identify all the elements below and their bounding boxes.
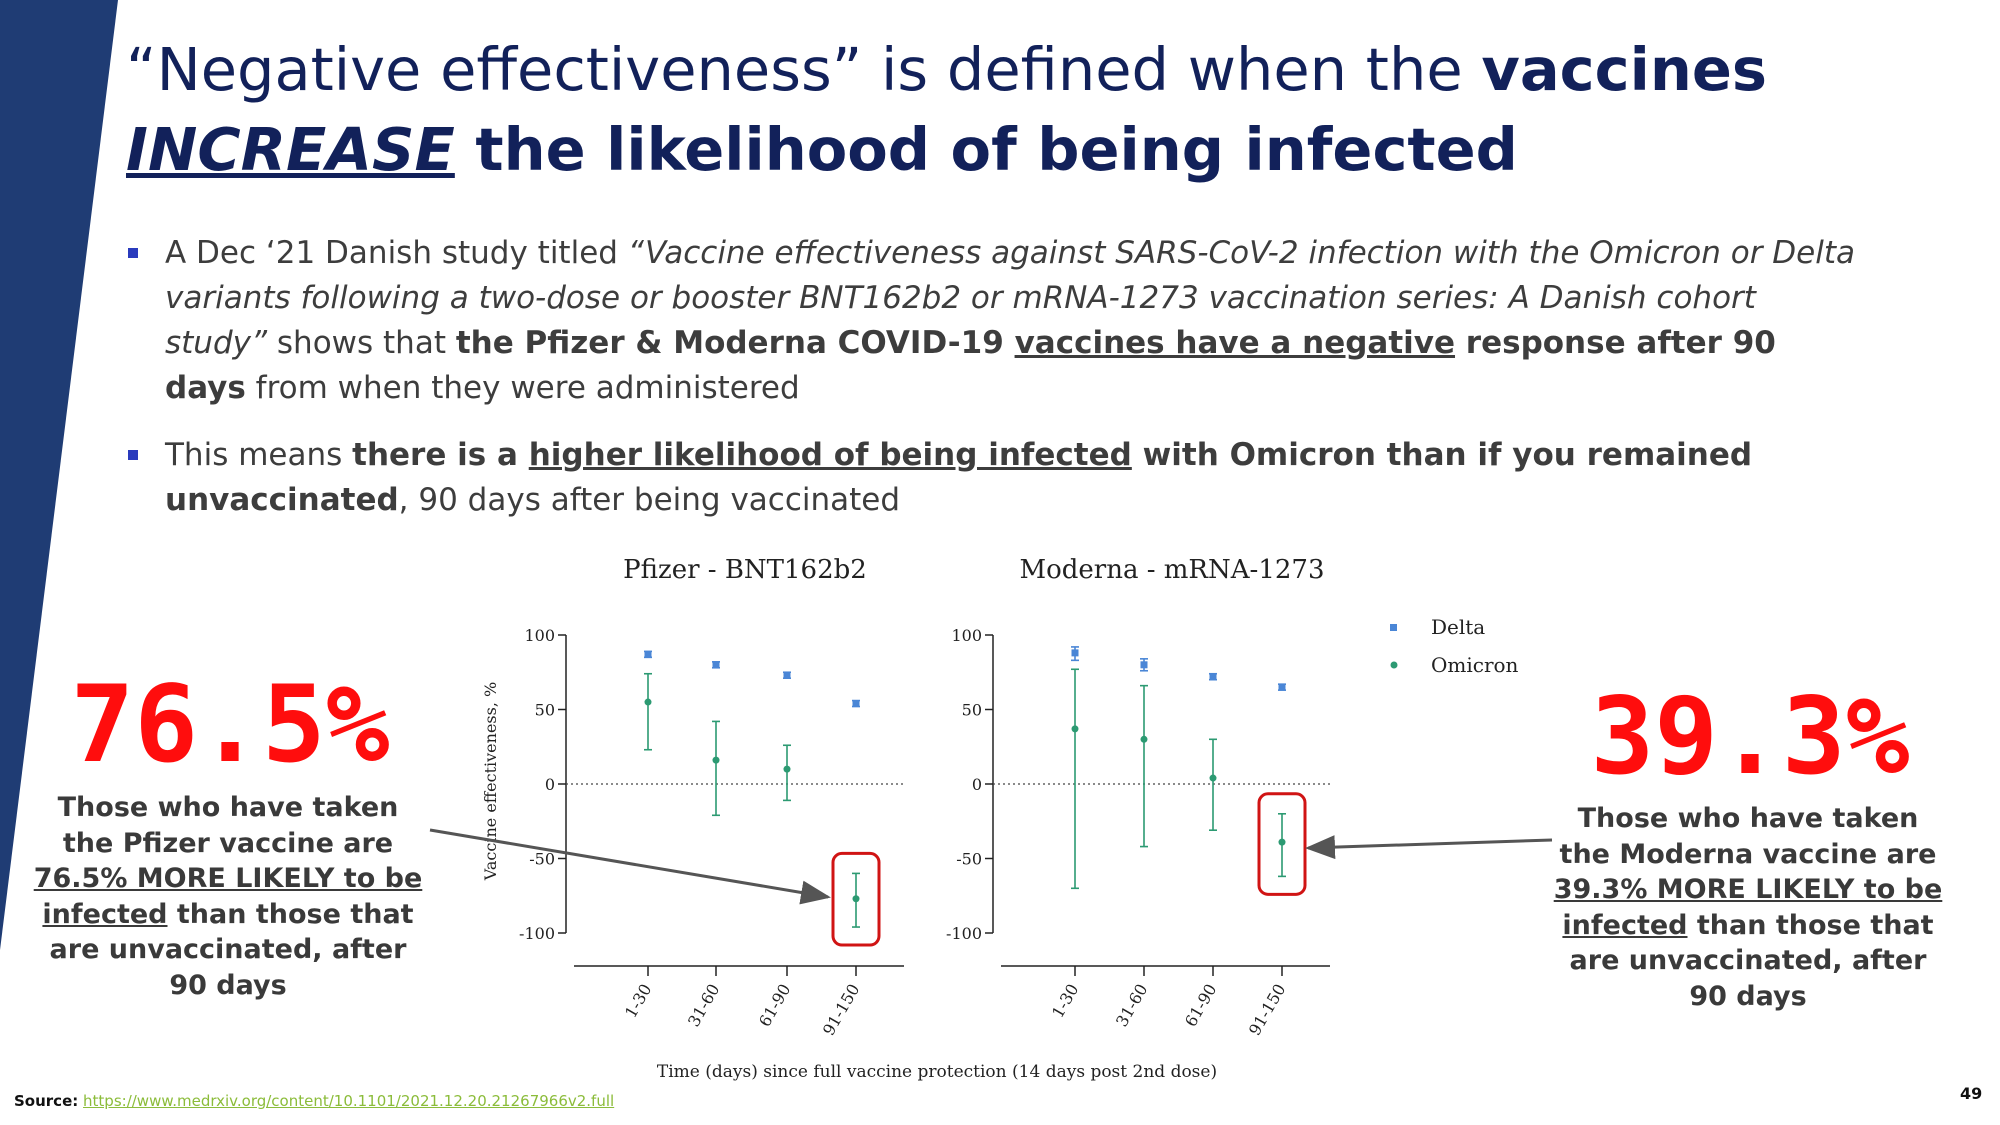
pfizer-stat-value: 76.5% (70, 663, 390, 786)
x-tick-label: 31-60 (1112, 981, 1152, 1030)
omicron-point (1278, 838, 1286, 846)
y-tick-label: 0 (545, 775, 555, 794)
legend-label-delta: Delta (1431, 615, 1485, 639)
y-tick-label: -50 (529, 850, 555, 869)
legend-marker-omicron (1390, 661, 1398, 669)
x-tick-label: 61-90 (755, 981, 795, 1030)
y-tick-label: 0 (972, 775, 982, 794)
slide-title: “Negative effectiveness” is defined when… (126, 35, 1767, 184)
omicron-point (712, 756, 720, 764)
x-tick-label: 31-60 (684, 981, 724, 1030)
chart-title: Moderna - mRNA-1273 (1019, 555, 1324, 585)
chart-title: Pfizer - BNT162b2 (623, 555, 867, 585)
x-tick-label: 1-30 (621, 981, 655, 1022)
page-number: 49 (1960, 1084, 1983, 1103)
y-tick-label: -100 (946, 924, 982, 943)
pfizer-callout-arrow (429, 828, 831, 905)
source-link[interactable]: https://www.medrxiv.org/content/10.1101/… (83, 1092, 615, 1110)
bullet-conclusion: This means there is a higher likelihood … (128, 433, 1865, 523)
y-tick-label: 50 (535, 701, 555, 720)
moderna-stat-description: Those who have taken the Moderna vaccine… (1553, 803, 1943, 1012)
highlight-box (831, 851, 881, 947)
y-tick-label: -100 (519, 924, 555, 943)
x-tick-label: 91-150 (819, 981, 864, 1039)
y-tick-label: 100 (951, 626, 982, 645)
bullet-marker-icon (128, 248, 138, 258)
y-axis-label: Vaccine effectiveness, % (481, 682, 500, 881)
delta-point (1209, 673, 1217, 681)
title-emphasis: INCREASE (126, 115, 455, 184)
delta-point (783, 671, 791, 679)
moderna-callout-arrow (1305, 835, 1553, 860)
legend-label-omicron: Omicron (1431, 653, 1519, 677)
x-axis-label: Time (days) since full vaccine protectio… (657, 1062, 1217, 1082)
pfizer-stat-description: Those who have taken the Pfizer vaccine … (33, 792, 423, 1001)
delta-point (1278, 683, 1286, 691)
legend-marker-delta (1390, 624, 1397, 631)
source-footer: Source: https://www.medrxiv.org/content/… (14, 1092, 614, 1110)
omicron-point (1209, 774, 1217, 782)
x-tick-label: 91-150 (1245, 981, 1290, 1039)
source-label: Source: (14, 1092, 79, 1110)
omicron-point (852, 895, 860, 903)
delta-point (644, 650, 652, 658)
omicron-point (1071, 725, 1079, 733)
delta-point (852, 700, 860, 708)
y-tick-label: -50 (956, 850, 982, 869)
y-tick-label: 100 (524, 626, 555, 645)
delta-point (1071, 649, 1079, 657)
omicron-point (783, 765, 791, 773)
bullet-marker-icon (128, 450, 138, 460)
omicron-point (1140, 735, 1148, 743)
y-tick-label: 50 (962, 701, 982, 720)
x-tick-label: 61-90 (1181, 981, 1221, 1030)
x-tick-label: 1-30 (1048, 981, 1082, 1022)
delta-point (1140, 661, 1148, 669)
bullet-study-description: A Dec ‘21 Danish study titled “Vaccine e… (128, 231, 1865, 411)
highlight-box (1257, 792, 1307, 896)
omicron-point (644, 698, 652, 706)
delta-point (712, 661, 720, 669)
moderna-stat-value: 39.3% (1590, 675, 1910, 798)
